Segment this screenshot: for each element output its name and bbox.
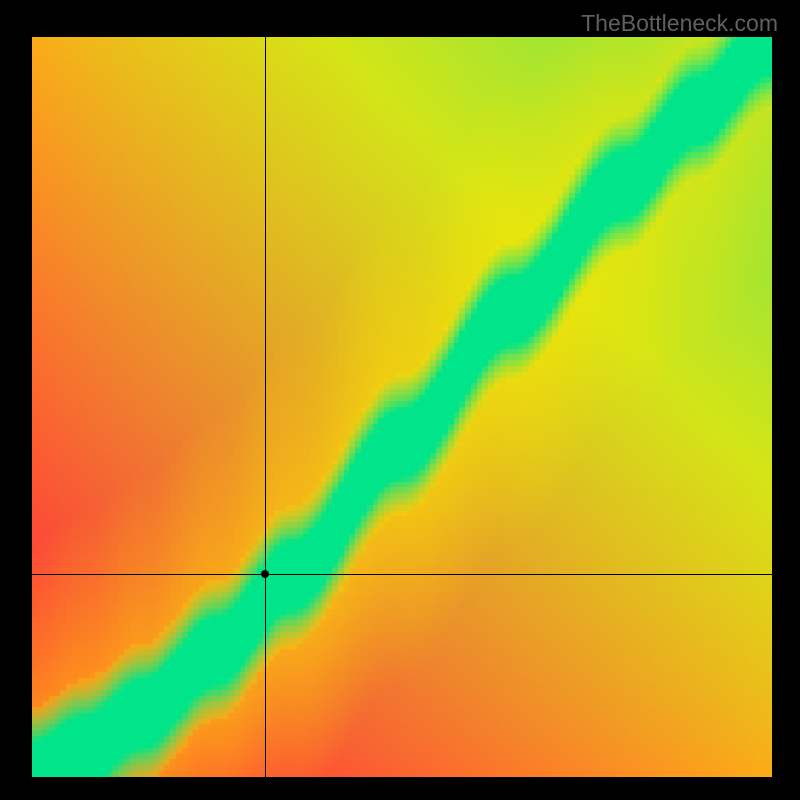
crosshair-horizontal [32,574,772,575]
crosshair-vertical [265,37,266,777]
heatmap-wrap [32,37,772,777]
bottleneck-heatmap [32,37,772,777]
selection-marker-dot [261,570,269,578]
chart-container: TheBottleneck.com [0,0,800,800]
watermark-label: TheBottleneck.com [581,10,778,37]
